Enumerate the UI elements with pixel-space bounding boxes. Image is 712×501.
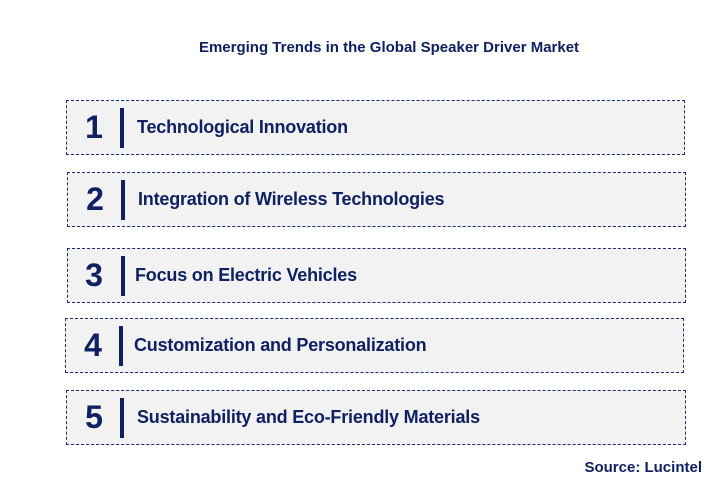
trend-number: 1 [85, 109, 103, 145]
divider-bar [120, 398, 124, 438]
trend-number: 4 [84, 327, 102, 363]
trend-label: Sustainability and Eco-Friendly Material… [137, 407, 480, 427]
divider-bar [121, 256, 125, 296]
trend-number: 2 [86, 181, 104, 217]
divider-bar [121, 180, 125, 220]
divider-bar [120, 108, 124, 148]
trend-row-4: 4 Customization and Personalization [65, 318, 684, 373]
trend-label: Technological Innovation [137, 117, 348, 137]
trend-row-5: 5 Sustainability and Eco-Friendly Materi… [66, 390, 686, 445]
diagram-title: Emerging Trends in the Global Speaker Dr… [198, 39, 580, 56]
trend-label: Integration of Wireless Technologies [138, 189, 445, 209]
trend-row-1: 1 Technological Innovation [66, 100, 685, 155]
trend-label: Focus on Electric Vehicles [135, 265, 357, 285]
divider-bar [119, 326, 123, 366]
trend-number: 3 [85, 257, 103, 293]
trend-number: 5 [85, 399, 103, 435]
source-credit: Source: Lucintel [584, 459, 702, 476]
trend-row-2: 2 Integration of Wireless Technologies [67, 172, 686, 227]
trend-row-3: 3 Focus on Electric Vehicles [67, 248, 686, 303]
trend-label: Customization and Personalization [134, 335, 427, 355]
